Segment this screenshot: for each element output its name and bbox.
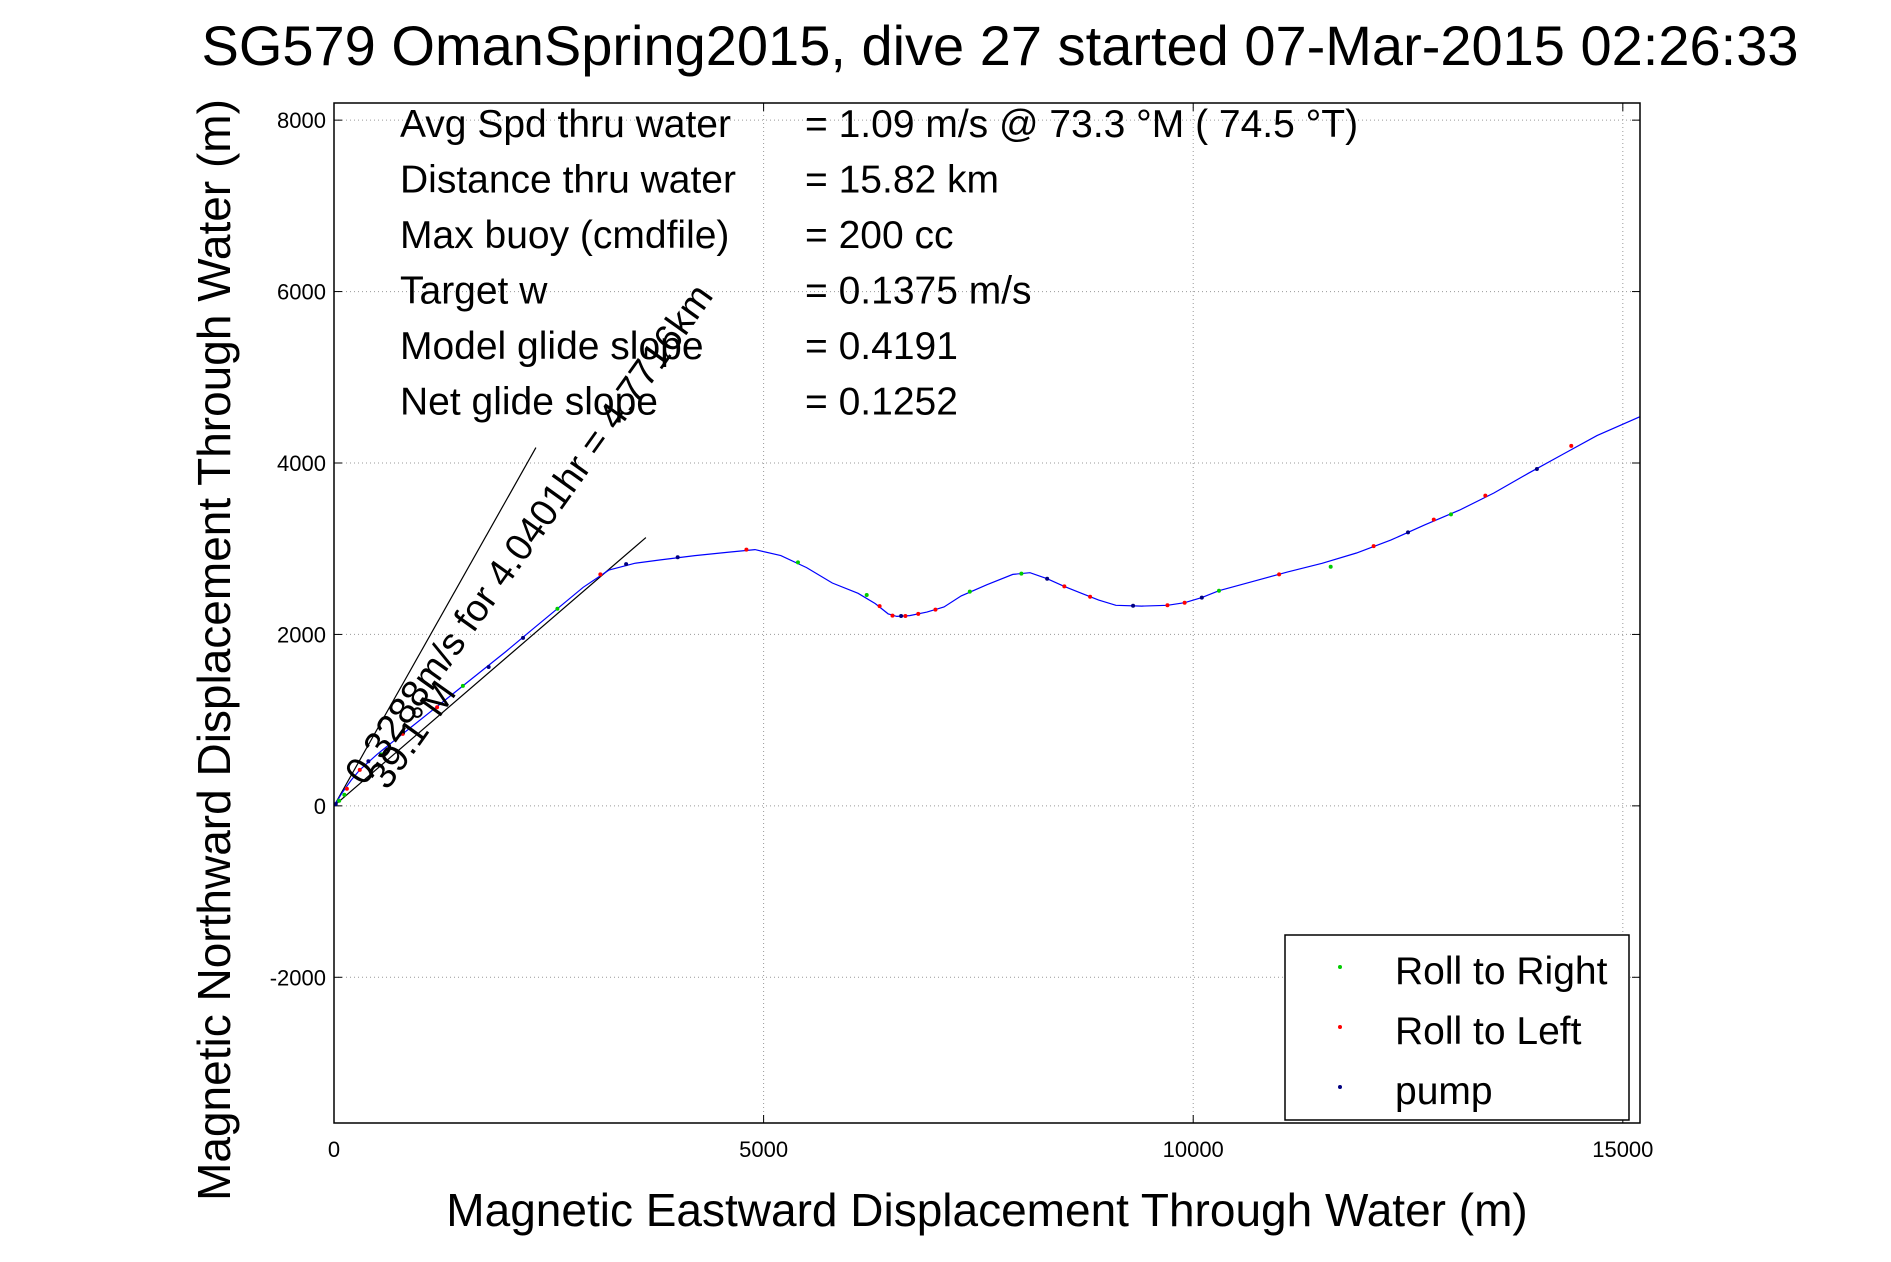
pump-marker: [1406, 530, 1410, 534]
roll-to-left-marker: [598, 572, 602, 576]
legend-marker: [1338, 965, 1342, 969]
roll-to-right-marker: [1449, 512, 1453, 516]
stat-value: = 0.4191: [805, 325, 958, 368]
pump-marker: [1131, 604, 1135, 608]
y-tick-label: 8000: [277, 108, 326, 133]
roll-to-right-marker: [1019, 572, 1023, 576]
legend: Roll to Right Roll to Left pump: [1285, 935, 1629, 1120]
stat-value: = 200 cc: [805, 214, 954, 257]
dive-track-line: [334, 417, 1640, 806]
stat-label: Target w: [400, 270, 548, 313]
roll-to-left-marker: [916, 612, 920, 616]
pump-marker: [521, 636, 525, 640]
stat-label: Distance thru water: [400, 159, 736, 202]
roll-to-right-marker: [555, 607, 559, 611]
roll-to-left-marker: [1062, 584, 1066, 588]
x-tick-label: 15000: [1592, 1137, 1653, 1162]
roll-to-left-marker: [1432, 518, 1436, 522]
y-tick-label: 6000: [277, 280, 326, 305]
roll-to-right-marker: [796, 560, 800, 564]
legend-label: pump: [1395, 1070, 1493, 1113]
x-tick-label: 10000: [1163, 1137, 1224, 1162]
chart: SG579 OmanSpring2015, dive 27 started 07…: [0, 0, 1891, 1262]
y-tick-label: -2000: [270, 965, 326, 990]
legend-marker: [1338, 1025, 1342, 1029]
roll-to-left-marker: [903, 614, 907, 618]
stats-block: Avg Spd thru water = 1.09 m/s @ 73.3 °M (…: [400, 103, 1358, 424]
roll-to-left-marker: [933, 608, 937, 612]
stat-label: Avg Spd thru water: [400, 103, 731, 146]
stat-label: Net glide slope: [400, 381, 658, 424]
stat-value: = 0.1252: [805, 381, 958, 424]
chart-title: SG579 OmanSpring2015, dive 27 started 07…: [201, 14, 1798, 77]
y-tick-label: 0: [314, 794, 326, 819]
y-tick-labels: -2000 0 2000 4000 6000 8000: [270, 108, 326, 990]
pump-marker: [1200, 596, 1204, 600]
x-tick-label: 0: [328, 1137, 340, 1162]
y-tick-label: 2000: [277, 622, 326, 647]
x-axis-label: Magnetic Eastward Displacement Through W…: [446, 1184, 1527, 1236]
roll-to-right-marker: [1329, 565, 1333, 569]
marker-layer: [334, 444, 1574, 806]
roll-to-left-marker: [744, 548, 748, 552]
roll-to-left-marker: [1569, 444, 1573, 448]
x-tick-labels: 0 5000 10000 15000: [328, 1137, 1654, 1162]
roll-to-right-marker: [337, 799, 341, 803]
legend-marker: [1338, 1085, 1342, 1089]
roll-to-left-marker: [1165, 603, 1169, 607]
stat-value: = 1.09 m/s @ 73.3 °M ( 74.5 °T): [805, 103, 1358, 146]
y-axis-label: Magnetic Northward Displacement Through …: [188, 99, 240, 1201]
track-layer: [334, 417, 1640, 806]
roll-to-right-marker: [461, 684, 465, 688]
roll-to-left-marker: [1183, 601, 1187, 605]
roll-to-left-marker: [1372, 544, 1376, 548]
pump-marker: [624, 562, 628, 566]
roll-to-left-marker: [1483, 494, 1487, 498]
roll-to-right-marker: [342, 793, 346, 797]
stat-value: = 15.82 km: [805, 159, 999, 202]
pump-marker: [1535, 467, 1539, 471]
pump-marker: [487, 665, 491, 669]
stat-label: Max buoy (cmdfile): [400, 214, 729, 257]
stat-value: = 0.1375 m/s: [805, 270, 1032, 313]
pump-marker: [676, 555, 680, 559]
legend-label: Roll to Right: [1395, 950, 1608, 993]
y-tick-label: 4000: [277, 451, 326, 476]
x-tick-label: 5000: [739, 1137, 788, 1162]
roll-to-left-marker: [1088, 595, 1092, 599]
roll-to-left-marker: [345, 787, 349, 791]
pump-marker: [1045, 577, 1049, 581]
stat-label: Model glide slope: [400, 325, 704, 368]
roll-to-right-marker: [968, 590, 972, 594]
legend-label: Roll to Left: [1395, 1010, 1582, 1053]
roll-to-right-marker: [865, 593, 869, 597]
roll-to-left-marker: [890, 614, 894, 618]
roll-to-right-marker: [1217, 589, 1221, 593]
roll-to-left-marker: [878, 604, 882, 608]
roll-to-left-marker: [1277, 572, 1281, 576]
pump-marker: [899, 614, 903, 618]
